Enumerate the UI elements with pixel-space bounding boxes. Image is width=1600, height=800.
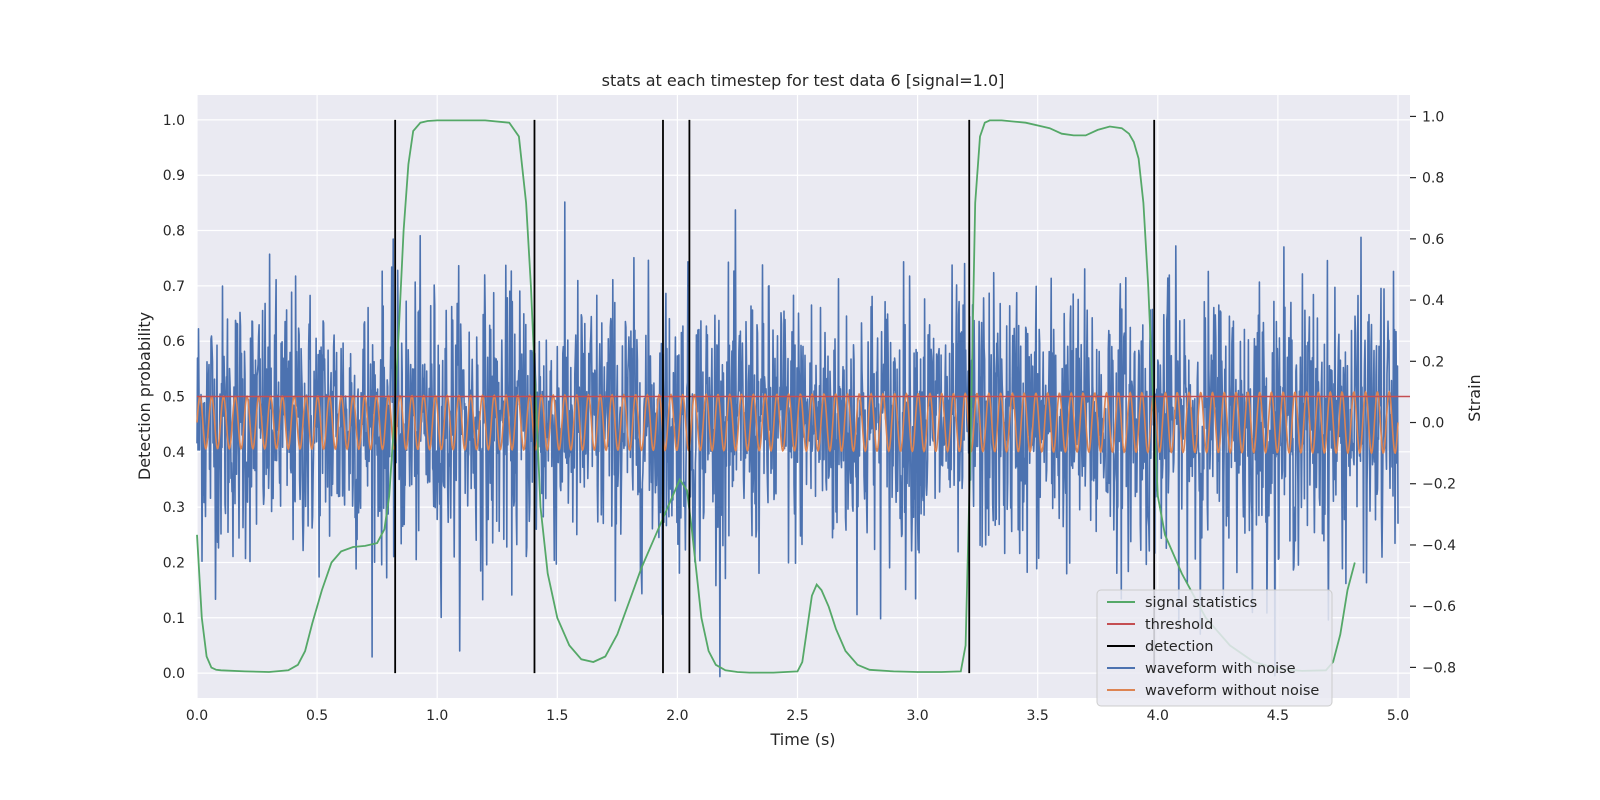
y-tick-label: 0.5: [163, 390, 185, 406]
y-tick-label: 0.3: [163, 500, 185, 516]
waveform-without-noise-line: [196, 390, 1399, 455]
x-axis-ticks: 0.0 0.5 1.0 1.5 2.0 2.5 3.0 3.5 4.0 4.5 5.0: [186, 708, 1409, 724]
right-tick-label: 0.4: [1422, 293, 1444, 309]
x-tick-label: 4.5: [1267, 708, 1289, 724]
x-axis-label: Time (s): [769, 730, 835, 749]
series-layer: [196, 119, 1410, 674]
right-tick-label: 1.0: [1422, 109, 1444, 125]
legend-label: waveform with noise: [1145, 661, 1296, 677]
right-tick-label: 0.6: [1422, 232, 1444, 248]
y-tick-label: 0.1: [163, 611, 185, 627]
legend-label: signal statistics: [1145, 595, 1257, 611]
right-tick-label: 0.0: [1422, 416, 1444, 432]
legend: signal statistics threshold detection wavef…: [1096, 589, 1333, 707]
x-tick-label: 4.0: [1147, 708, 1169, 724]
right-tick-label: −0.4: [1422, 538, 1456, 554]
legend-label: threshold: [1145, 617, 1213, 633]
y-tick-label: 1.0: [163, 113, 185, 129]
right-tick-label: −0.6: [1422, 599, 1456, 615]
x-tick-label: 0.5: [306, 708, 328, 724]
legend-label: detection: [1145, 639, 1213, 655]
x-tick-label: 3.5: [1027, 708, 1049, 724]
y-axis-ticks: 0.0 0.1 0.2 0.3 0.4 0.5 0.6 0.7 0.8 0.9 1.0: [163, 113, 185, 682]
x-tick-label: 3.0: [906, 708, 928, 724]
signal-statistics-line: [196, 119, 1356, 674]
legend-label: waveform without noise: [1145, 683, 1319, 699]
y-axis-label: Detection probability: [135, 312, 154, 480]
x-tick-label: 0.0: [186, 708, 208, 724]
y-tick-label: 0.8: [163, 224, 185, 240]
right-tick-label: −0.2: [1422, 477, 1456, 493]
right-tick-label: 0.8: [1422, 171, 1444, 187]
legend-box: [1096, 589, 1333, 707]
chart-title: stats at each timestep for test data 6 […: [602, 71, 1005, 90]
x-tick-label: 1.0: [426, 708, 448, 724]
x-tick-label: 2.0: [666, 708, 688, 724]
y-tick-label: 0.2: [163, 555, 185, 571]
y-tick-label: 0.0: [163, 666, 185, 682]
y-tick-label: 0.4: [163, 445, 185, 461]
x-tick-label: 2.5: [786, 708, 808, 724]
right-axis-label: Strain: [1465, 374, 1484, 421]
y-tick-label: 0.7: [163, 279, 185, 295]
right-axis-ticks: −0.8 −0.6 −0.4 −0.2 0.0 0.2 0.4 0.6 0.8 1.0: [1410, 109, 1456, 676]
right-tick-label: −0.8: [1422, 660, 1456, 676]
y-tick-label: 0.9: [163, 168, 185, 184]
x-tick-label: 1.5: [546, 708, 568, 724]
x-tick-label: 5.0: [1387, 708, 1409, 724]
y-tick-label: 0.6: [163, 334, 185, 350]
right-tick-label: 0.2: [1422, 354, 1444, 370]
